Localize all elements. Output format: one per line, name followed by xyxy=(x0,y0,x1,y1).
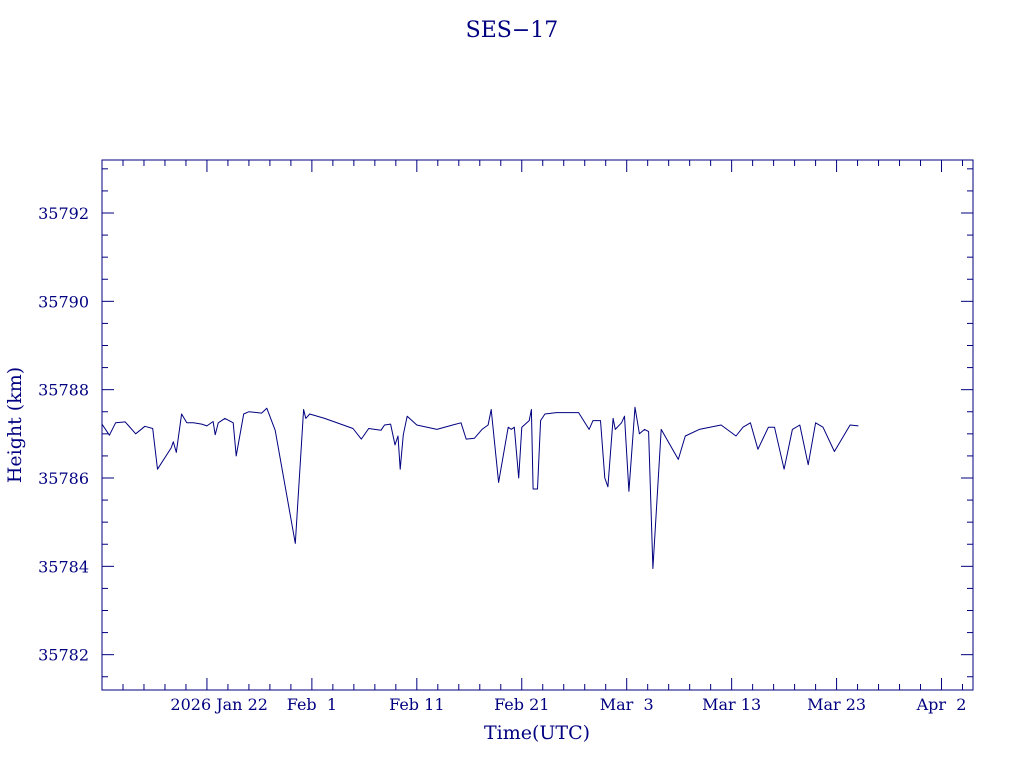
x-tick-label: Feb 11 xyxy=(389,695,444,714)
x-tick-label: Mar 23 xyxy=(807,695,866,714)
x-tick-label: Feb 21 xyxy=(494,695,549,714)
x-tick-label: Feb 1 xyxy=(287,695,337,714)
y-axis: 35782 35784 35786 35788 35790 35792 xyxy=(38,168,973,678)
series-line xyxy=(101,406,859,569)
chart-title: SES−17 xyxy=(466,18,559,43)
y-axis-label: Height (km) xyxy=(4,367,26,483)
y-tick-label: 35790 xyxy=(38,292,89,311)
y-tick-label: 35786 xyxy=(38,469,89,488)
x-axis: 2026 Jan 22 Feb 1 Feb 11 Feb 21 Mar 3 Mar 13 M… xyxy=(101,160,967,714)
y-tick-label: 35788 xyxy=(38,381,89,400)
x-tick-label: 2026 Jan 22 xyxy=(170,695,268,714)
y-tick-label: 35784 xyxy=(38,557,89,576)
x-axis-label: Time(UTC) xyxy=(484,722,590,744)
y-tick-label: 35792 xyxy=(38,204,89,223)
y-tick-label: 35782 xyxy=(38,646,89,665)
plot-frame xyxy=(101,159,974,691)
x-tick-label: Apr 2 xyxy=(916,695,967,714)
series-layer xyxy=(101,406,859,569)
x-tick-label: Mar 13 xyxy=(702,695,761,714)
x-tick-label: Mar 3 xyxy=(600,695,654,714)
